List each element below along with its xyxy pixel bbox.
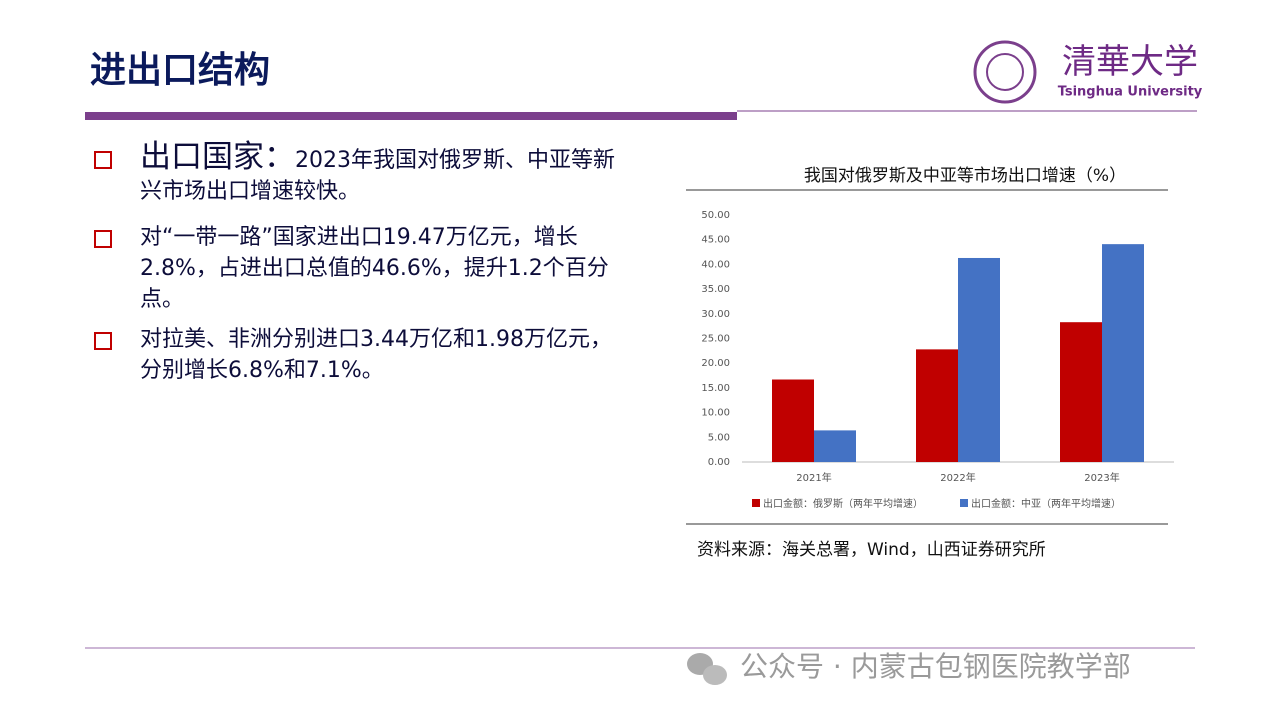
bar: [1060, 322, 1102, 462]
x-tick-label: 2021年: [796, 471, 831, 484]
y-tick-label: 25.00: [701, 334, 730, 345]
footer-watermark: 公众号 · 内蒙古包钢医院教学部: [740, 650, 1131, 683]
bullet: 出口国家：2023年我国对俄罗斯、中亚等新兴市场出口增速较快。: [140, 142, 620, 207]
title-bar: [85, 112, 737, 120]
bar: [1102, 244, 1144, 462]
wechat-icon: [687, 653, 727, 685]
legend-swatch: [960, 499, 968, 507]
bar: [916, 349, 958, 462]
logo-name: 清華大学: [1062, 42, 1198, 82]
y-tick-label: 35.00: [701, 284, 730, 295]
legend-label: 出口金额：中亚（两年平均增速）: [971, 497, 1121, 510]
logo-seal-inner: [986, 53, 1024, 91]
bullet-marker: [94, 151, 112, 169]
x-tick-label: 2022年: [940, 471, 975, 484]
legend-swatch: [752, 499, 760, 507]
x-tick-label: 2023年: [1084, 471, 1119, 484]
bullet-marker: [94, 230, 112, 248]
bullet-text: 对“一带一路”国家进出口19.47万亿元，增长2.8%，占进出口总值的46.6%…: [140, 225, 609, 312]
logo-seal: [973, 40, 1037, 104]
bullet-text: 2023年我国对俄罗斯、中亚等新兴市场出口增速较快。: [140, 148, 615, 204]
y-tick-label: 15.00: [701, 383, 730, 394]
bar: [814, 430, 856, 462]
logo-english: Tsinghua University: [1058, 85, 1203, 100]
bar: [958, 257, 1000, 462]
y-tick-label: 40.00: [701, 259, 730, 270]
bullet-marker: [94, 332, 112, 350]
legend-label: 出口金额：俄罗斯（两年平均增速）: [763, 497, 923, 510]
slide-title: 进出口结构: [90, 50, 270, 91]
chart-source: 资料来源：海关总署，Wind，山西证券研究所: [697, 540, 1046, 560]
bullet-heading: 出口国家：: [140, 139, 295, 175]
chart-title: 我国对俄罗斯及中亚等市场出口增速（%）: [804, 166, 1126, 186]
y-tick-label: 30.00: [701, 309, 730, 320]
y-tick-label: 10.00: [701, 408, 730, 419]
y-tick-label: 5.00: [708, 432, 730, 443]
y-tick-label: 45.00: [701, 235, 730, 246]
y-tick-label: 50.00: [701, 210, 730, 221]
y-tick-label: 20.00: [701, 358, 730, 369]
bar: [772, 379, 814, 462]
bullet-text: 对拉美、非洲分别进口3.44万亿和1.98万亿元，分别增长6.8%和7.1%。: [140, 327, 612, 383]
y-tick-label: 0.00: [708, 457, 730, 468]
